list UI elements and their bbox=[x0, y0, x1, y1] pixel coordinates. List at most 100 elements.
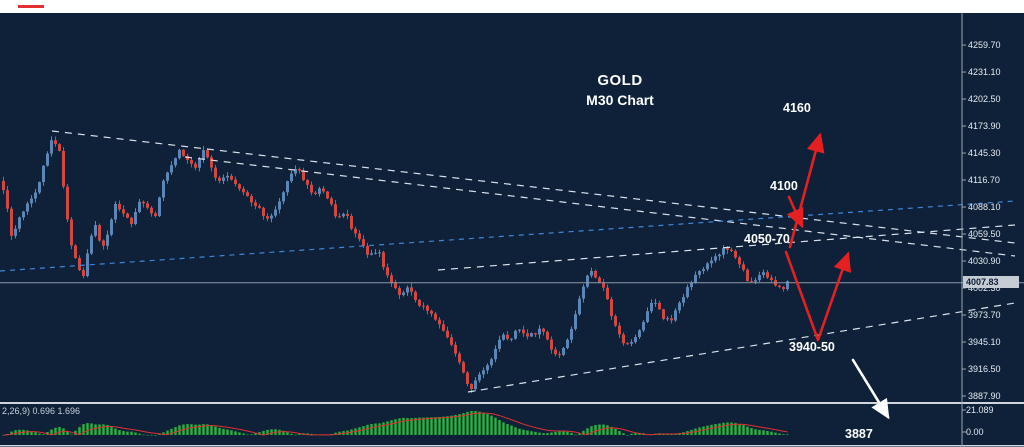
macd-histogram-bar bbox=[2, 435, 5, 436]
candle bbox=[66, 186, 69, 220]
macd-histogram-bar bbox=[246, 434, 249, 436]
candle bbox=[666, 318, 669, 320]
macd-histogram-bar bbox=[778, 433, 781, 435]
macd-histogram-bar bbox=[534, 431, 537, 435]
macd-histogram-bar bbox=[310, 433, 313, 435]
macd-histogram-bar bbox=[378, 423, 381, 435]
macd-histogram-bar bbox=[738, 423, 741, 435]
candle bbox=[126, 213, 129, 218]
rising-trendline-lower[interactable] bbox=[467, 302, 1016, 393]
macd-histogram-bar bbox=[242, 433, 245, 435]
candle bbox=[6, 190, 9, 209]
macd-histogram-bar bbox=[486, 413, 489, 435]
candle bbox=[478, 374, 481, 381]
candle bbox=[610, 299, 613, 317]
chart-title-symbol: GOLD bbox=[597, 72, 643, 89]
candle bbox=[546, 331, 549, 340]
candle bbox=[734, 250, 737, 258]
macd-histogram-bar bbox=[206, 424, 209, 435]
macd-histogram-bar bbox=[202, 424, 205, 435]
candle bbox=[746, 269, 749, 281]
macd-histogram-bar bbox=[54, 427, 57, 435]
macd-histogram-bar bbox=[402, 417, 405, 435]
candle bbox=[198, 159, 201, 168]
price-annotation-4160[interactable]: 4160 bbox=[783, 101, 811, 115]
candle bbox=[290, 173, 293, 182]
price-annotation-4050-70[interactable]: 4050-70 bbox=[744, 232, 790, 246]
candle bbox=[482, 370, 485, 375]
macd-histogram-bar bbox=[398, 418, 401, 435]
candle bbox=[190, 159, 193, 164]
indicator-scale-max: 21.089 bbox=[966, 405, 994, 415]
macd-histogram-bar bbox=[34, 432, 37, 435]
candle bbox=[486, 365, 489, 371]
candle bbox=[718, 254, 721, 257]
candle bbox=[74, 245, 77, 258]
candle bbox=[646, 311, 649, 322]
candle bbox=[214, 167, 217, 178]
candle bbox=[502, 334, 505, 340]
macd-histogram-bar bbox=[594, 425, 597, 435]
candle bbox=[706, 263, 709, 270]
projection-path-dip-and-rally[interactable] bbox=[784, 250, 852, 342]
candle bbox=[282, 192, 285, 202]
candle bbox=[166, 172, 169, 181]
chart-indicator-separator bbox=[0, 402, 1024, 404]
macd-histogram-bar bbox=[522, 429, 525, 435]
price-annotation-3940-50[interactable]: 3940-50 bbox=[789, 340, 835, 354]
macd-histogram-bar bbox=[482, 412, 485, 435]
candle bbox=[366, 245, 369, 255]
indicator-label: 2,26,9) 0.696 1.696 bbox=[2, 406, 81, 416]
rising-trendline-upper[interactable] bbox=[437, 224, 1016, 271]
candle bbox=[294, 169, 297, 174]
macd-histogram-bar bbox=[410, 418, 413, 435]
macd-histogram-bar bbox=[394, 419, 397, 435]
macd-histogram-bar bbox=[358, 427, 361, 435]
macd-histogram-bar bbox=[154, 434, 157, 436]
macd-histogram-bar bbox=[490, 415, 493, 435]
candle bbox=[310, 184, 313, 193]
y-axis-label: 4231.10 bbox=[968, 67, 1001, 77]
price-annotation-3887[interactable]: 3887 bbox=[845, 427, 873, 441]
candle bbox=[494, 348, 497, 360]
macd-histogram-bar bbox=[134, 432, 137, 435]
projection-arrow-down-4100[interactable] bbox=[786, 195, 804, 229]
macd-histogram-bar bbox=[210, 425, 213, 435]
candle bbox=[118, 203, 121, 210]
price-annotation-4100[interactable]: 4100 bbox=[770, 179, 798, 193]
macd-histogram-bar bbox=[222, 428, 225, 435]
candle bbox=[362, 239, 365, 246]
candle bbox=[690, 282, 693, 288]
candle bbox=[350, 215, 353, 229]
macd-histogram-bar bbox=[186, 424, 189, 435]
macd-histogram-bar bbox=[234, 431, 237, 435]
candle bbox=[234, 179, 237, 185]
candle bbox=[146, 203, 149, 208]
candle bbox=[574, 314, 577, 329]
macd-histogram-bar bbox=[502, 422, 505, 435]
candle bbox=[82, 270, 85, 277]
candle bbox=[498, 339, 501, 349]
descending-trendline-upper[interactable] bbox=[51, 130, 1016, 244]
descending-trendline-lower[interactable] bbox=[184, 156, 1016, 257]
macd-histogram-bar bbox=[430, 417, 433, 435]
macd-histogram-bar bbox=[582, 430, 585, 435]
macd-histogram-bar bbox=[266, 429, 269, 435]
macd-histogram-bar bbox=[190, 424, 193, 435]
macd-histogram-bar bbox=[170, 428, 173, 435]
macd-histogram-bar bbox=[338, 431, 341, 435]
indicator-scale-zero: 0.00 bbox=[966, 427, 984, 437]
macd-histogram-bar bbox=[498, 420, 501, 435]
macd-histogram-bar bbox=[586, 428, 589, 435]
projection-arrow-down-3887[interactable] bbox=[851, 358, 890, 420]
candle bbox=[106, 234, 109, 246]
y-axis-label: 3945.10 bbox=[968, 337, 1001, 347]
candle bbox=[394, 283, 397, 289]
macd-histogram-bar bbox=[706, 425, 709, 435]
macd-histogram-bar bbox=[58, 426, 61, 435]
candle bbox=[430, 310, 433, 314]
macd-histogram-bar bbox=[450, 415, 453, 435]
candle bbox=[586, 275, 589, 287]
candle bbox=[70, 219, 73, 246]
